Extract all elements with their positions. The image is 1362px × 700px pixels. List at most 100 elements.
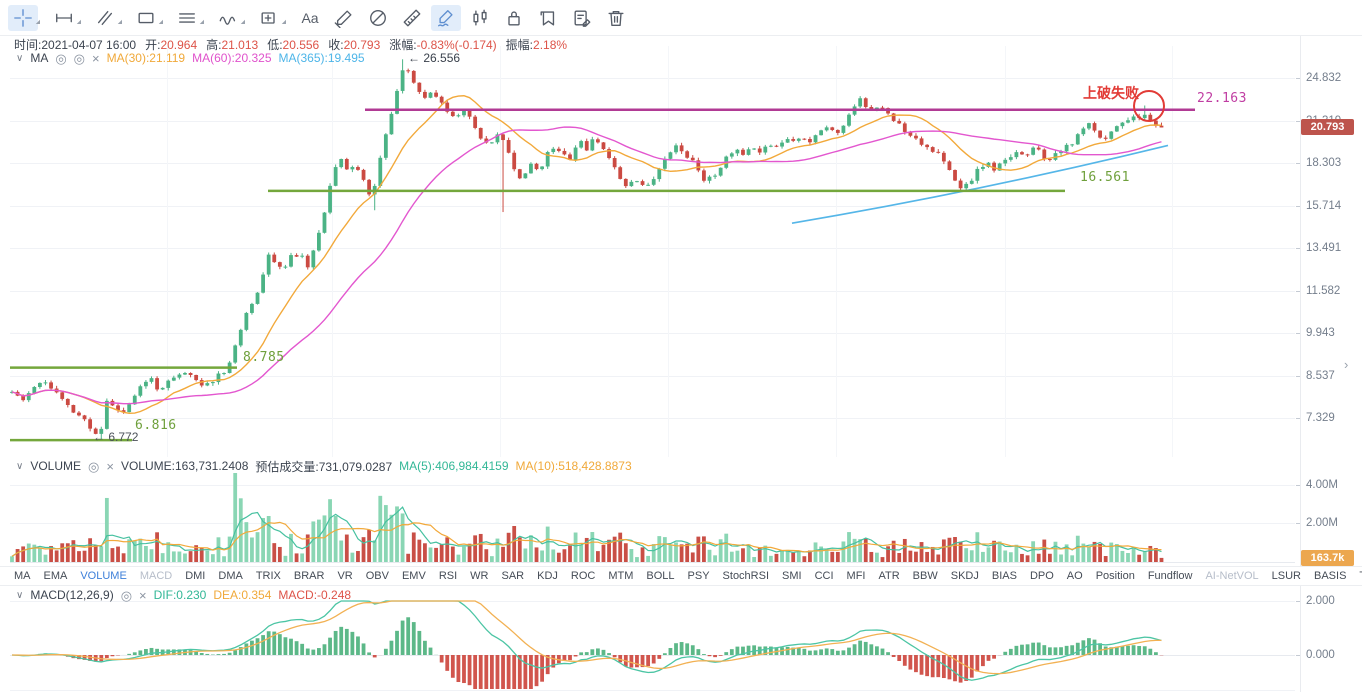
tab-bias[interactable]: BIAS	[991, 570, 1017, 582]
tab-sar[interactable]: SAR	[501, 570, 525, 582]
close-icon[interactable]: ×	[139, 587, 147, 603]
tab-roc[interactable]: ROC	[570, 570, 596, 582]
time-value: 2021-04-07 16:00	[41, 37, 137, 52]
collapse-icon[interactable]: ∨	[16, 460, 24, 472]
low-value: 20.556	[282, 37, 320, 52]
collapse-icon[interactable]: ∨	[16, 52, 24, 64]
trend-line-tool[interactable]	[49, 5, 79, 31]
ma30-value: MA(30):21.119	[106, 51, 186, 65]
macd-indicator-legend: ∨ MACD(12,26,9) ◎ × DIF:0.230 DEA:0.354 …	[16, 588, 351, 602]
tab-fundflow[interactable]: Fundflow	[1147, 570, 1193, 582]
collapse-icon[interactable]: ∨	[16, 589, 24, 601]
resistance-price-label: 22.163	[1197, 91, 1247, 106]
add-indicator-tool[interactable]	[254, 5, 284, 31]
tab-position[interactable]: Position	[1095, 570, 1135, 582]
breakout-fail-circle	[1133, 90, 1165, 122]
ma-indicator-legend: ∨ MA ◎ ◎ × MA(30):21.119 MA(60):20.325 M…	[16, 51, 365, 65]
tab-dma[interactable]: DMA	[218, 570, 243, 582]
tab-boll[interactable]: BOLL	[646, 570, 675, 582]
ma365-value: MA(365):19.495	[278, 51, 365, 65]
last-price-badge: 20.793	[1301, 119, 1354, 136]
macd-axis-label: 0.000	[1306, 649, 1335, 661]
compare-kline-tool[interactable]	[465, 5, 495, 31]
tab-stochrsi[interactable]: StochRSI	[722, 570, 770, 582]
scroll-right-icon[interactable]: ›	[1344, 357, 1349, 372]
macd-axis-label: 2.000	[1306, 595, 1335, 607]
vol-ma5-value: MA(5):406,984.4159	[399, 459, 509, 473]
continuous-drawing-tool[interactable]	[431, 4, 461, 31]
settings-icon[interactable]: ◎	[88, 458, 100, 474]
ohlc-info-bar: 时间:2021-04-07 16:00 开:20.964 高:21.013 低:…	[14, 37, 568, 52]
crosshair-tool[interactable]	[8, 4, 38, 31]
tab-emv[interactable]: EMV	[401, 570, 426, 582]
tab-dmi[interactable]: DMI	[185, 570, 206, 582]
low-label: 低:	[267, 37, 283, 52]
horizontal-lines-tool[interactable]	[172, 5, 202, 31]
tab-brar[interactable]: BRAR	[293, 570, 325, 582]
volume-axis-label: 2.00M	[1306, 517, 1338, 529]
tab-smi[interactable]: SMI	[782, 570, 802, 582]
price-axis-label: 18.303	[1306, 157, 1342, 170]
high-label: 高:	[206, 37, 222, 52]
indicator-name: MACD(12,26,9)	[30, 588, 114, 602]
left-support-price-label: 8.785	[243, 350, 285, 365]
measure-tool[interactable]	[397, 5, 427, 31]
low-price-label: ← 6.772	[93, 430, 139, 444]
visibility-icon[interactable]: ◎	[55, 50, 67, 66]
tab-tvolume[interactable]: TVolume	[1359, 570, 1362, 582]
dif-value: DIF:0.230	[153, 588, 207, 602]
tab-kdj[interactable]: KDJ	[537, 570, 558, 582]
macd-value: MACD:-0.248	[278, 588, 352, 602]
tab-trix[interactable]: TRIX	[255, 570, 281, 582]
tab-psy[interactable]: PSY	[687, 570, 710, 582]
close-icon[interactable]: ×	[92, 50, 100, 66]
peak-price-label: ← 26.556	[408, 51, 461, 65]
settings-icon[interactable]: ◎	[73, 50, 86, 66]
tab-dpo[interactable]: DPO	[1029, 570, 1054, 582]
low-zone-label: 6.816	[135, 418, 177, 433]
amplitude-value: 2.18%	[533, 37, 568, 52]
hide-drawings-tool[interactable]	[363, 5, 393, 31]
delete-all-tool[interactable]	[601, 5, 631, 31]
tab-macd[interactable]: MACD	[139, 570, 173, 582]
tab-volume[interactable]: VOLUME	[80, 570, 127, 582]
tab-bbw[interactable]: BBW	[912, 570, 938, 582]
eraser-tool[interactable]	[329, 5, 359, 31]
parallel-lines-tool[interactable]	[90, 5, 120, 31]
price-axis-label: 11.582	[1306, 284, 1341, 297]
tab-lsur[interactable]: LSUR	[1271, 570, 1301, 582]
lock-drawings-tool[interactable]	[499, 5, 529, 31]
open-value: 20.964	[160, 37, 198, 52]
change-value: -0.83%(-0.174)	[416, 37, 497, 52]
text-tool[interactable]: Aa	[295, 5, 325, 31]
tab-mtm[interactable]: MTM	[608, 570, 634, 582]
tab-ema[interactable]: EMA	[43, 570, 68, 582]
tab-ai-netvol[interactable]: AI-NetVOL	[1205, 570, 1259, 582]
rectangle-tool[interactable]	[131, 5, 161, 31]
settings-icon[interactable]: ◎	[120, 587, 133, 603]
tab-wr[interactable]: WR	[470, 570, 489, 582]
tab-ao[interactable]: AO	[1066, 570, 1083, 582]
tab-rsi[interactable]: RSI	[438, 570, 458, 582]
amplitude-label: 振幅:	[505, 37, 534, 52]
tab-vr[interactable]: VR	[337, 570, 353, 582]
tab-ma[interactable]: MA	[14, 570, 31, 582]
tab-skdj[interactable]: SKDJ	[950, 570, 979, 582]
tab-atr[interactable]: ATR	[878, 570, 900, 582]
vol-ma10-value: MA(10):518,428.8873	[515, 459, 632, 473]
tab-obv[interactable]: OBV	[365, 570, 389, 582]
wave-pattern-tool[interactable]	[213, 5, 243, 31]
time-label: 时间:	[14, 37, 42, 52]
tab-cci[interactable]: CCI	[814, 570, 834, 582]
tab-mfi[interactable]: MFI	[846, 570, 866, 582]
volume-value: VOLUME:163,731.2408	[120, 459, 249, 473]
open-label: 开:	[145, 37, 161, 52]
tab-basis[interactable]: BASIS	[1314, 570, 1347, 582]
close-icon[interactable]: ×	[106, 458, 114, 474]
price-axis-label: 8.537	[1306, 369, 1335, 382]
drawing-list-tool[interactable]	[567, 5, 597, 31]
drawing-toolbar: Aa	[8, 0, 631, 35]
volume-indicator-legend: ∨ VOLUME ◎ × VOLUME:163,731.2408 预估成交量:7…	[16, 458, 632, 474]
bookmark-tool[interactable]	[533, 5, 563, 31]
